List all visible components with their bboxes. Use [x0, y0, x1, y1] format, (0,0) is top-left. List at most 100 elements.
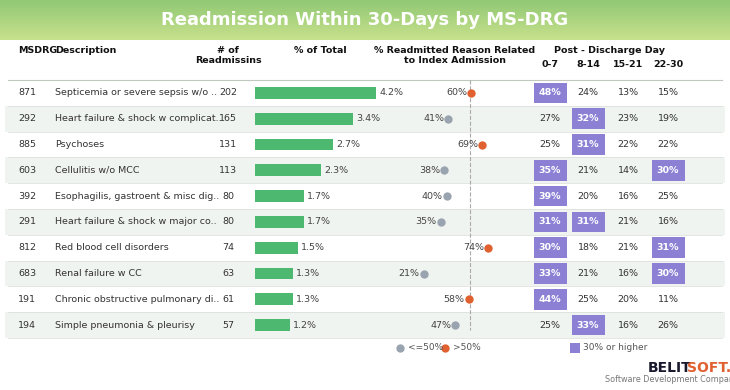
Text: 31%: 31%	[657, 243, 679, 252]
FancyBboxPatch shape	[0, 35, 730, 37]
Text: 25%: 25%	[658, 191, 678, 200]
Text: Renal failure w CC: Renal failure w CC	[55, 269, 142, 278]
Text: Description: Description	[55, 46, 116, 55]
Text: Post - Discharge Day: Post - Discharge Day	[553, 46, 664, 55]
Text: 33%: 33%	[539, 269, 561, 278]
FancyBboxPatch shape	[5, 312, 725, 338]
Text: 0-7: 0-7	[542, 60, 558, 69]
FancyBboxPatch shape	[255, 165, 321, 176]
Text: 21%: 21%	[618, 217, 639, 227]
Text: 74: 74	[222, 243, 234, 252]
Text: Esophagilis, gastroent & misc dig..: Esophagilis, gastroent & misc dig..	[55, 191, 219, 200]
FancyBboxPatch shape	[255, 113, 353, 124]
FancyBboxPatch shape	[0, 16, 730, 17]
FancyBboxPatch shape	[534, 212, 566, 232]
Text: 31%: 31%	[577, 140, 599, 149]
FancyBboxPatch shape	[534, 289, 566, 310]
Text: 603: 603	[18, 166, 36, 175]
Text: % Readmitted Reason Related
to Index Admission: % Readmitted Reason Related to Index Adm…	[374, 46, 536, 66]
FancyBboxPatch shape	[534, 186, 566, 206]
Text: 812: 812	[18, 243, 36, 252]
Text: 11%: 11%	[658, 295, 678, 304]
FancyBboxPatch shape	[255, 190, 304, 202]
FancyBboxPatch shape	[5, 209, 725, 235]
Text: 16%: 16%	[618, 269, 639, 278]
Text: Heart failure & shock w complicat..: Heart failure & shock w complicat..	[55, 114, 222, 123]
Text: 60%: 60%	[446, 89, 467, 98]
Text: 165: 165	[219, 114, 237, 123]
FancyBboxPatch shape	[0, 0, 730, 1]
FancyBboxPatch shape	[651, 212, 685, 232]
Text: # of
Readmissins: # of Readmissins	[195, 46, 261, 66]
Text: 21%: 21%	[577, 269, 599, 278]
Text: 21%: 21%	[399, 269, 420, 278]
Text: 39%: 39%	[539, 191, 561, 200]
FancyBboxPatch shape	[0, 25, 730, 27]
Text: 74%: 74%	[464, 243, 484, 252]
FancyBboxPatch shape	[0, 5, 730, 7]
Text: Simple pneumonia & pleurisy: Simple pneumonia & pleurisy	[55, 321, 195, 330]
FancyBboxPatch shape	[612, 186, 645, 206]
Text: 16%: 16%	[658, 217, 678, 227]
FancyBboxPatch shape	[255, 319, 290, 331]
FancyBboxPatch shape	[651, 315, 685, 335]
FancyBboxPatch shape	[572, 108, 604, 129]
Text: 35%: 35%	[415, 217, 437, 227]
FancyBboxPatch shape	[0, 33, 730, 35]
Text: 20%: 20%	[577, 191, 599, 200]
Text: % of Total: % of Total	[293, 46, 346, 55]
FancyBboxPatch shape	[255, 242, 299, 254]
FancyBboxPatch shape	[612, 160, 645, 181]
FancyBboxPatch shape	[0, 4, 730, 5]
Text: 30%: 30%	[657, 269, 679, 278]
Text: 292: 292	[18, 114, 36, 123]
FancyBboxPatch shape	[0, 30, 730, 32]
FancyBboxPatch shape	[0, 13, 730, 15]
Text: 69%: 69%	[457, 140, 478, 149]
Text: 2.7%: 2.7%	[336, 140, 360, 149]
FancyBboxPatch shape	[255, 87, 377, 99]
FancyBboxPatch shape	[0, 14, 730, 16]
Text: 25%: 25%	[539, 140, 561, 149]
Text: 33%: 33%	[577, 321, 599, 330]
FancyBboxPatch shape	[255, 139, 333, 150]
FancyBboxPatch shape	[612, 212, 645, 232]
Text: 194: 194	[18, 321, 36, 330]
FancyBboxPatch shape	[534, 315, 566, 335]
FancyBboxPatch shape	[534, 108, 566, 129]
FancyBboxPatch shape	[612, 289, 645, 310]
FancyBboxPatch shape	[572, 315, 604, 335]
Text: 1.7%: 1.7%	[307, 191, 331, 200]
Text: MSDRG: MSDRG	[18, 46, 57, 55]
FancyBboxPatch shape	[0, 37, 730, 39]
FancyBboxPatch shape	[612, 83, 645, 103]
FancyBboxPatch shape	[612, 134, 645, 155]
Text: 20%: 20%	[618, 295, 639, 304]
FancyBboxPatch shape	[0, 7, 730, 9]
FancyBboxPatch shape	[612, 315, 645, 335]
Text: >50%: >50%	[453, 344, 481, 353]
Text: BELIT: BELIT	[648, 361, 692, 375]
FancyBboxPatch shape	[5, 158, 725, 183]
Text: 885: 885	[18, 140, 36, 149]
Text: 392: 392	[18, 191, 36, 200]
Text: Cellulitis w/o MCC: Cellulitis w/o MCC	[55, 166, 139, 175]
FancyBboxPatch shape	[0, 32, 730, 33]
Text: 202: 202	[219, 89, 237, 98]
FancyBboxPatch shape	[0, 21, 730, 23]
Text: 25%: 25%	[577, 295, 599, 304]
Text: Red blood cell disorders: Red blood cell disorders	[55, 243, 169, 252]
Text: 4.2%: 4.2%	[380, 89, 404, 98]
Text: 38%: 38%	[419, 166, 440, 175]
FancyBboxPatch shape	[651, 134, 685, 155]
Text: 1.2%: 1.2%	[293, 321, 317, 330]
Text: 30% or higher: 30% or higher	[583, 344, 648, 353]
FancyBboxPatch shape	[572, 160, 604, 181]
Text: 13%: 13%	[618, 89, 639, 98]
FancyBboxPatch shape	[5, 261, 725, 286]
FancyBboxPatch shape	[651, 160, 685, 181]
FancyBboxPatch shape	[534, 238, 566, 258]
FancyBboxPatch shape	[572, 212, 604, 232]
FancyBboxPatch shape	[612, 108, 645, 129]
FancyBboxPatch shape	[0, 38, 730, 40]
